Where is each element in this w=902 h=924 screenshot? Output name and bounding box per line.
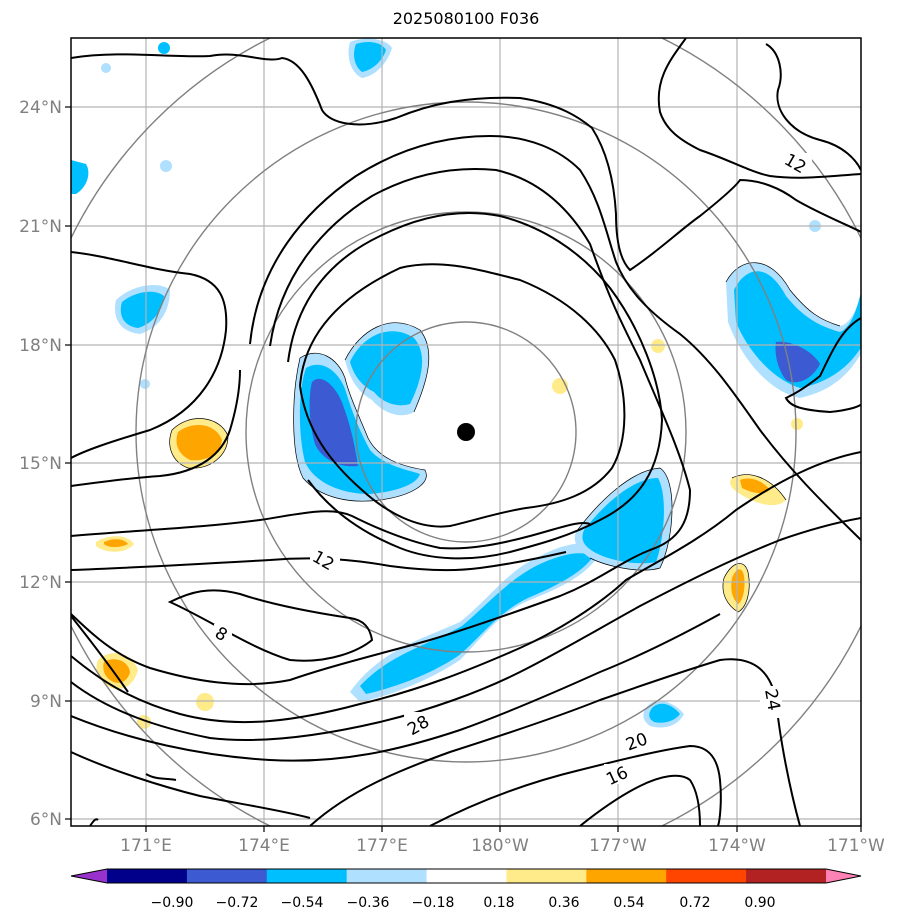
colorbar-swatch (186, 869, 268, 883)
lon-label: 177°E (356, 836, 408, 856)
colorbar-swatches (71, 869, 861, 883)
colorbar-tick: −0.72 (216, 895, 259, 911)
lat-label: 18°N (19, 336, 62, 356)
colorbar-tick: −0.54 (281, 895, 324, 911)
colorbar-swatch (266, 869, 348, 883)
colorbar: −0.90 −0.72 −0.54 −0.36 −0.18 0.18 0.36 … (70, 868, 862, 911)
lon-label: 177°W (589, 836, 647, 856)
map-title: 2025080100 F036 (392, 9, 540, 28)
axis-ticks (65, 106, 862, 832)
colorbar-tick: 0.18 (483, 895, 514, 911)
lon-label: 174°W (708, 836, 766, 856)
plot-frame (70, 37, 862, 827)
colorbar-swatch (826, 869, 861, 883)
longitude-labels: 171°E 174°E 177°E 180°W 177°W 174°W 171°… (120, 836, 885, 856)
lat-label: 15°N (19, 454, 62, 474)
colorbar-tick: 0.36 (548, 895, 579, 911)
lon-label: 174°E (238, 836, 290, 856)
lon-label: 171°W (827, 836, 885, 856)
lat-label: 9°N (30, 692, 62, 712)
contour-label: 24 (760, 687, 783, 712)
colorbar-swatch (426, 869, 507, 883)
colorbar-swatch (666, 869, 747, 883)
storm-center-marker (457, 423, 475, 441)
lat-label: 21°N (19, 217, 62, 237)
colorbar-tick: −0.90 (151, 895, 194, 911)
colorbar-tick: 0.54 (613, 895, 644, 911)
colorbar-tick: 0.72 (679, 895, 710, 911)
colorbar-tick-labels: −0.90 −0.72 −0.54 −0.36 −0.18 0.18 0.36 … (151, 895, 776, 911)
lat-label: 12°N (19, 573, 62, 593)
colorbar-swatch (346, 869, 428, 883)
lon-label: 180°W (471, 836, 529, 856)
lat-label: 6°N (30, 810, 62, 830)
shaded-field (71, 38, 861, 729)
colorbar-outline (70, 868, 862, 884)
latitude-labels: 24°N 21°N 18°N 15°N 12°N 9°N 6°N (19, 98, 62, 830)
lon-label: 171°E (120, 836, 172, 856)
colorbar-swatch (506, 869, 587, 883)
colorbar-swatch (71, 869, 107, 883)
colorbar-tick: −0.18 (412, 895, 455, 911)
lat-label: 24°N (19, 98, 62, 118)
colorbar-swatch (586, 869, 667, 883)
colorbar-tick: 0.90 (744, 895, 775, 911)
contour-lines (71, 38, 861, 826)
colorbar-swatch (746, 869, 827, 883)
colorbar-tick: −0.36 (347, 895, 390, 911)
colorbar-swatch (107, 869, 188, 883)
